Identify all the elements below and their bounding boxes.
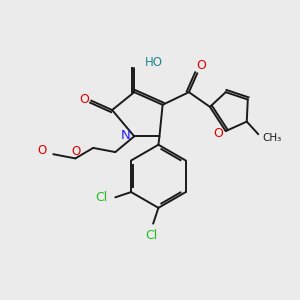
Text: O: O xyxy=(37,143,46,157)
Text: Cl: Cl xyxy=(145,229,157,242)
Text: CH₃: CH₃ xyxy=(262,134,282,143)
Text: O: O xyxy=(213,127,223,140)
Text: O: O xyxy=(196,59,206,72)
Text: N: N xyxy=(121,129,131,142)
Text: HO: HO xyxy=(145,56,163,69)
Text: O: O xyxy=(72,145,81,158)
Text: Cl: Cl xyxy=(95,191,108,204)
Text: O: O xyxy=(79,93,89,106)
